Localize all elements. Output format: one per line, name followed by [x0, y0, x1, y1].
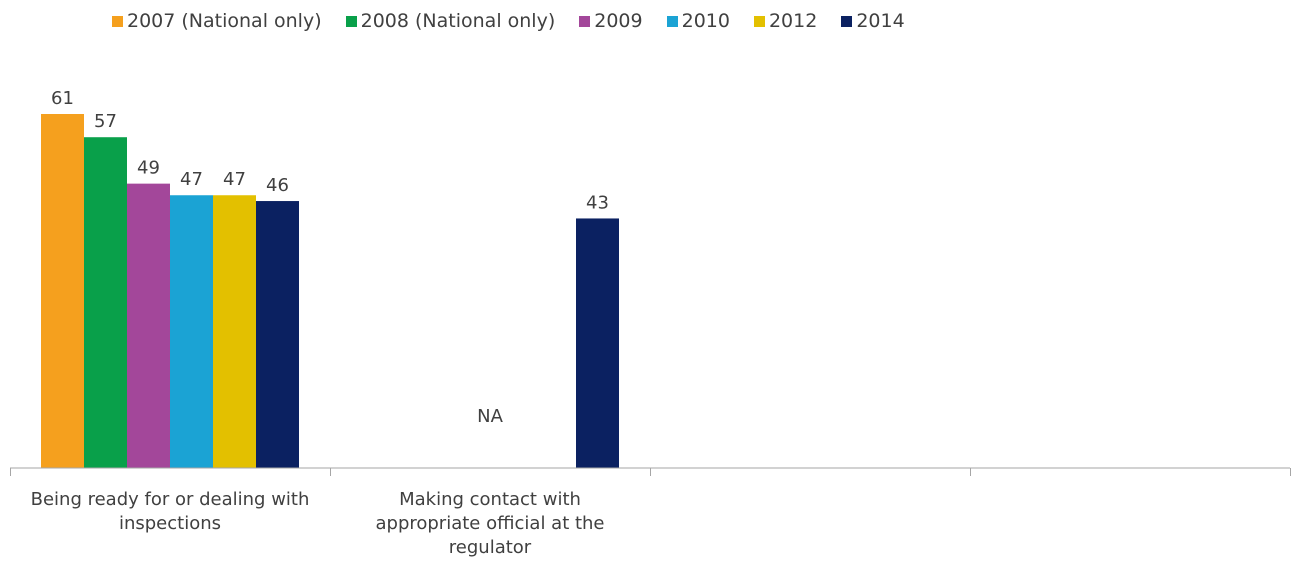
legend-swatch — [345, 15, 357, 27]
legend-item-3: 2010 — [666, 10, 730, 32]
legend-item-2: 2009 — [579, 10, 643, 32]
data-label: 47 — [223, 169, 246, 190]
legend-item-4: 2012 — [753, 10, 818, 32]
data-label: 49 — [137, 158, 160, 179]
legend-item-1: 2008 (National only) — [345, 10, 556, 32]
bar-2010-cat0 — [170, 195, 213, 468]
bar-2014-cat1 — [576, 218, 619, 468]
bar-2012-cat0 — [213, 195, 256, 468]
data-label: 43 — [586, 192, 609, 213]
legend-swatch — [112, 15, 123, 27]
legend-swatch — [753, 15, 765, 27]
bar-2008-cat0 — [84, 137, 127, 468]
legend-label: 2010 — [681, 10, 730, 32]
legend: 2007 (National only) 2008 (National only)… — [112, 9, 929, 33]
bar-2014-cat0 — [256, 201, 299, 468]
legend-label: 2009 — [594, 10, 643, 32]
bar-2009-cat0 — [127, 183, 170, 468]
x-tick-label: Being ready for or dealing with — [31, 489, 310, 510]
legend-label: 2008 (National only) — [360, 10, 556, 32]
legend-swatch — [666, 15, 678, 27]
x-tick-label: regulator — [449, 537, 532, 558]
bar-2007-cat0 — [41, 114, 84, 468]
data-label: 61 — [51, 88, 74, 109]
legend-swatch — [841, 15, 853, 27]
legend-label: 2012 — [768, 10, 818, 32]
data-label: 47 — [180, 169, 203, 190]
legend-item-0: 2007 (National only) — [112, 10, 322, 32]
x-tick-label: appropriate official at the — [375, 513, 604, 534]
legend-label: 2014 — [856, 10, 905, 32]
legend-swatch — [579, 15, 591, 27]
x-tick-label: inspections — [119, 513, 221, 534]
data-label: 46 — [266, 175, 289, 196]
legend-label: 2007 (National only) — [127, 10, 322, 32]
x-tick-label: Making contact with — [399, 489, 581, 510]
legend-item-5: 2014 — [841, 10, 905, 32]
data-label: 57 — [94, 111, 117, 132]
annotation-label: NA — [477, 406, 503, 427]
